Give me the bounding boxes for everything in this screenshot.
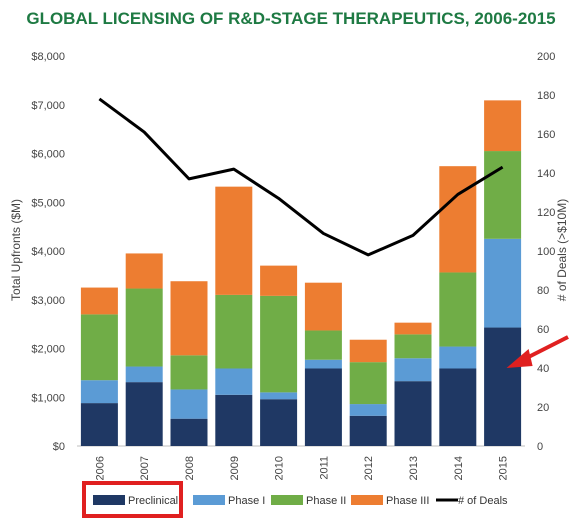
y-tick-label: $8,000 [31,51,65,63]
highlight-arrow-head [506,349,533,368]
legend-swatch-phase-i [193,495,225,505]
bar-phase-iii-2014 [439,166,477,273]
bar-phase-iii-2008 [170,281,208,356]
y2-tick-label: 0 [537,441,543,453]
y2-tick-label: 40 [537,363,549,375]
x-tick-label: 2008 [184,456,196,480]
deals-line-layer [98,97,504,257]
bar-phase-iii-2010 [260,265,298,296]
bar-phase-ii-2012 [349,362,387,405]
bar-phase-ii-2006 [80,314,118,381]
y2-tick-label: 60 [537,324,549,336]
bar-preclinical-2006 [80,403,118,446]
bar-phase-ii-2010 [260,295,298,393]
y2-tick-label: 100 [537,246,555,258]
x-tick-label: 2014 [453,456,465,480]
y-tick-label: $5,000 [31,197,65,209]
legend-label-phase-iii: Phase III [386,495,429,507]
bar-phase-iii-2013 [394,322,432,335]
bars [80,100,522,446]
x-tick-label: 2010 [274,456,286,480]
bar-phase-iii-2011 [304,282,342,331]
chart-title: GLOBAL LICENSING OF R&D-STAGE THERAPEUTI… [26,9,555,28]
x-tick-label: 2013 [408,456,420,480]
y2-tick-label: 160 [537,129,555,141]
bar-phase-i-2015 [484,238,522,328]
legend-label-phase-ii: Phase II [306,495,346,507]
y-tick-label: $4,000 [31,246,65,258]
bar-phase-i-2011 [304,359,342,369]
bar-preclinical-2015 [484,327,522,446]
right-axis-title: # of Deals (>$10M) [555,199,569,301]
legend-swatch-preclinical [93,495,125,505]
bar-phase-ii-2009 [215,294,253,369]
bar-phase-i-2008 [170,389,208,419]
y-tick-label: $1,000 [31,392,65,404]
bar-phase-iii-2012 [349,339,387,363]
x-axis-ticks: 2006 2007 2008 2009 2010 2011 2012 2013 2014 2015 [94,456,509,480]
y2-tick-label: 80 [537,285,549,297]
bar-phase-ii-2013 [394,334,432,359]
bar-preclinical-2013 [394,381,432,446]
bar-preclinical-2010 [260,399,298,446]
y2-tick-label: 180 [537,90,555,102]
y-tick-label: $2,000 [31,344,65,356]
bar-phase-i-2009 [215,368,253,395]
legend-swatch-phase-iii [351,495,383,505]
left-axis-ticks: $0 $1,000 $2,000 $3,000 $4,000 $5,000 $6,000 $7… [31,51,65,453]
y2-tick-label: 140 [537,168,555,180]
bar-phase-ii-2011 [304,330,342,360]
bar-phase-i-2006 [80,380,118,404]
bar-phase-i-2012 [349,404,387,416]
bar-phase-ii-2015 [484,151,522,239]
legend-label-phase-i: Phase I [228,495,265,507]
legend-label-of-deals: # of Deals [458,495,508,507]
bar-preclinical-2007 [125,382,163,446]
y-tick-label: $0 [53,441,65,453]
bar-phase-i-2010 [260,392,298,400]
right-axis-ticks: 0 20 40 60 80 100 120 140 160 180 200 [537,51,555,453]
bar-phase-iii-2007 [125,253,163,289]
bar-phase-i-2007 [125,366,163,383]
legend: Preclinical Phase I Phase II Phase III # of … [93,495,508,507]
x-tick-label: 2007 [139,456,151,480]
deals-line [98,97,504,257]
highlight-box [82,481,183,518]
x-tick-label: 2015 [498,456,510,480]
left-axis-title: Total Upfronts ($M) [9,199,23,301]
annotations [82,335,569,518]
x-tick-label: 2011 [318,456,330,480]
y-tick-label: $3,000 [31,295,65,307]
bar-preclinical-2008 [170,418,208,446]
y2-tick-label: 20 [537,402,549,414]
bar-phase-i-2014 [439,346,477,369]
x-tick-label: 2006 [94,456,106,480]
legend-label-preclinical: Preclinical [128,495,178,507]
bar-preclinical-2012 [349,415,387,446]
y-tick-label: $7,000 [31,100,65,112]
bar-phase-ii-2008 [170,355,208,390]
bar-phase-i-2013 [394,358,432,382]
bar-phase-iii-2015 [484,100,522,152]
bar-phase-iii-2006 [80,287,118,315]
bar-preclinical-2011 [304,368,342,446]
bar-phase-ii-2007 [125,288,163,367]
bar-preclinical-2009 [215,394,253,446]
bar-phase-ii-2014 [439,272,477,347]
x-tick-label: 2012 [363,456,375,480]
y2-tick-label: 200 [537,51,555,63]
legend-swatch-phase-ii [271,495,303,505]
bar-phase-iii-2009 [215,186,253,295]
y-tick-label: $6,000 [31,149,65,161]
x-tick-label: 2009 [229,456,241,480]
y2-tick-label: 120 [537,207,555,219]
bar-preclinical-2014 [439,368,477,446]
